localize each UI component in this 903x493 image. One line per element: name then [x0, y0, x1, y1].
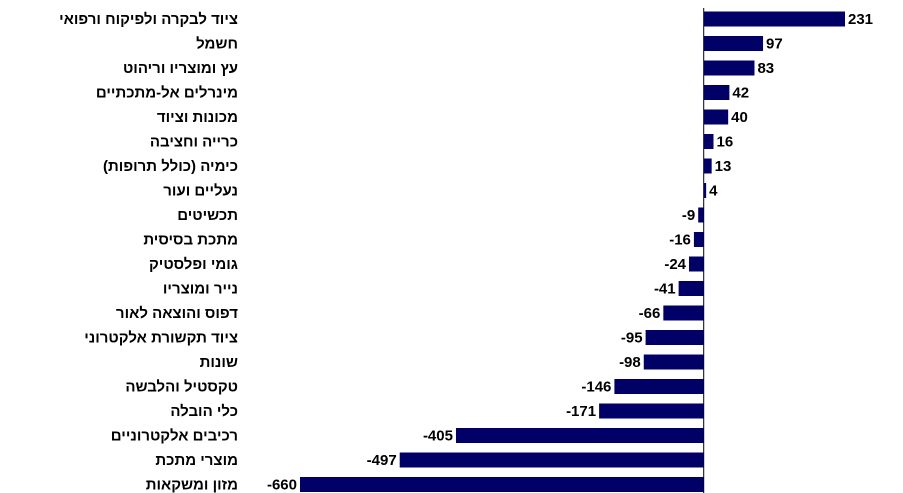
category-label: עץ ומוצריו וריהוט — [123, 60, 238, 77]
bar — [703, 183, 707, 198]
value-label: 4 — [709, 182, 718, 199]
value-label: 16 — [716, 133, 733, 150]
category-label: כלי הובלה — [170, 403, 238, 420]
value-label: -16 — [669, 231, 691, 248]
value-label: -146 — [581, 378, 611, 395]
value-label: -41 — [654, 280, 676, 297]
bar — [645, 330, 704, 345]
bar — [599, 403, 704, 419]
category-label: מתכת בסיסית — [143, 231, 238, 248]
bar — [693, 232, 704, 247]
category-label: ציוד לבקרה ולפיקוח ורפואי — [59, 11, 238, 28]
bar — [455, 428, 704, 443]
value-label: -497 — [367, 452, 397, 469]
category-label: גומי ופלסטיק — [149, 256, 238, 273]
value-label: -98 — [619, 354, 641, 371]
category-label: מינרלים אל-מתכתיים — [96, 84, 238, 101]
bar — [703, 36, 764, 51]
value-label: -405 — [423, 427, 453, 444]
bar — [703, 11, 845, 27]
value-label: -66 — [639, 305, 661, 322]
bar — [678, 281, 704, 296]
bar — [698, 207, 704, 223]
category-label: נעליים ועור — [163, 182, 238, 199]
category-label: דפוס והוצאה לאור — [116, 305, 238, 322]
category-label: תכשיטים — [177, 207, 238, 224]
bar — [703, 134, 714, 149]
bar — [703, 85, 730, 100]
value-label: 13 — [715, 158, 732, 175]
bar — [689, 256, 704, 272]
value-label: 83 — [757, 60, 774, 77]
value-label: -171 — [566, 403, 596, 420]
value-label: -9 — [682, 207, 695, 224]
bar — [663, 305, 704, 321]
value-label: 231 — [848, 11, 873, 28]
category-label: רכיבים אלקטרוניים — [111, 427, 238, 444]
value-label: -95 — [621, 329, 643, 346]
category-label: כימיה (כולל תרופות) — [103, 158, 238, 175]
category-label: מכונות וציוד — [157, 109, 238, 126]
value-label: -660 — [267, 476, 297, 493]
bar — [703, 60, 755, 76]
value-label: -24 — [664, 256, 686, 273]
category-label: מוצרי מתכת — [155, 452, 238, 469]
bar — [300, 477, 704, 492]
category-label: כרייה וחציבה — [150, 133, 238, 150]
bar — [399, 452, 704, 468]
bar — [614, 379, 704, 394]
bar — [643, 354, 704, 370]
category-label: טקסטיל והלבשה — [125, 378, 238, 395]
value-label: 40 — [731, 109, 748, 126]
category-label: שונות — [200, 354, 238, 371]
bar — [703, 158, 712, 174]
category-label: חשמל — [196, 35, 238, 52]
value-label: 97 — [766, 35, 783, 52]
category-label: ציוד תקשורת אלקטרוני — [84, 329, 238, 346]
bar — [703, 109, 729, 125]
category-label: נייר ומוצריו — [163, 280, 238, 297]
category-label: מזון ומשקאות — [146, 476, 238, 493]
value-label: 42 — [732, 84, 749, 101]
